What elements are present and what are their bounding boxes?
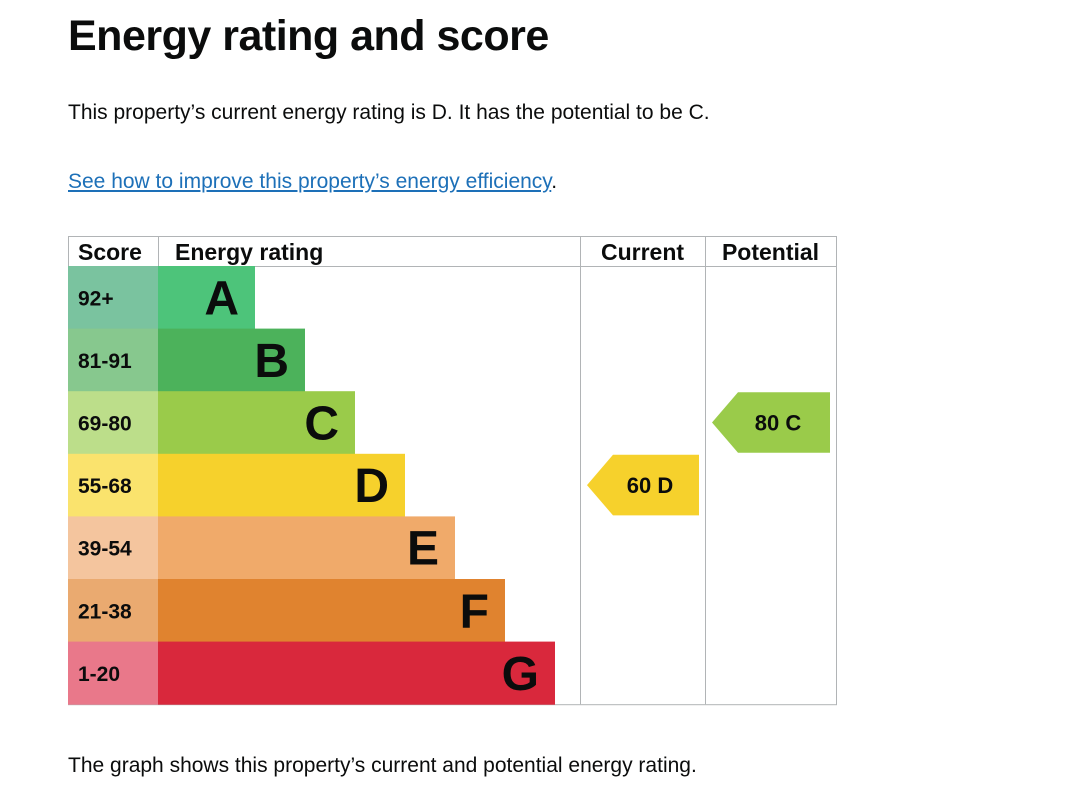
score-label-e: 39-54 — [78, 538, 132, 561]
rating-letter-g: G — [502, 648, 539, 701]
rating-bar-c — [158, 391, 355, 455]
score-cell-c — [68, 391, 158, 455]
current-arrow — [587, 454, 699, 516]
rating-letter-c: C — [304, 398, 339, 451]
score-cell-e — [68, 516, 158, 580]
score-cell-f — [68, 579, 158, 643]
header-current: Current — [601, 239, 684, 265]
page-title: Energy rating and score — [68, 12, 549, 60]
improve-efficiency-link[interactable]: See how to improve this property’s energ… — [68, 170, 552, 193]
rating-bar-f — [158, 579, 505, 643]
current-rating-label: 60 D — [627, 473, 673, 498]
rating-letter-d: D — [354, 460, 389, 513]
rating-letter-b: B — [254, 335, 289, 388]
score-cell-g — [68, 641, 158, 705]
score-cell-a — [68, 266, 158, 330]
header-score: Score — [78, 239, 142, 265]
rating-bar-a — [158, 266, 255, 330]
rating-bar-b — [158, 328, 305, 392]
potential-rating-label: 80 C — [755, 411, 802, 436]
score-cell-b — [68, 328, 158, 392]
score-label-a: 92+ — [78, 287, 114, 310]
score-cell-d — [68, 453, 158, 517]
rating-letter-e: E — [407, 523, 439, 576]
header-energy-rating: Energy rating — [175, 239, 323, 265]
link-suffix: . — [551, 170, 558, 193]
graph-description: The graph shows this property’s current … — [68, 754, 697, 777]
intro-text: This property’s current energy rating is… — [68, 101, 710, 124]
score-label-d: 55-68 — [78, 475, 132, 498]
rating-letter-a: A — [204, 272, 239, 325]
score-label-b: 81-91 — [78, 350, 132, 373]
improve-link-line: See how to improve this property’s energ… — [68, 167, 557, 197]
score-label-g: 1-20 — [78, 663, 120, 686]
rating-bar-g — [158, 641, 555, 705]
score-label-c: 69-80 — [78, 413, 132, 436]
rating-letter-f: F — [460, 585, 489, 638]
rating-bar-d — [158, 453, 405, 517]
rating-bar-e — [158, 516, 455, 580]
header-potential: Potential — [722, 239, 819, 265]
potential-arrow — [712, 392, 830, 453]
score-label-f: 21-38 — [78, 600, 132, 623]
